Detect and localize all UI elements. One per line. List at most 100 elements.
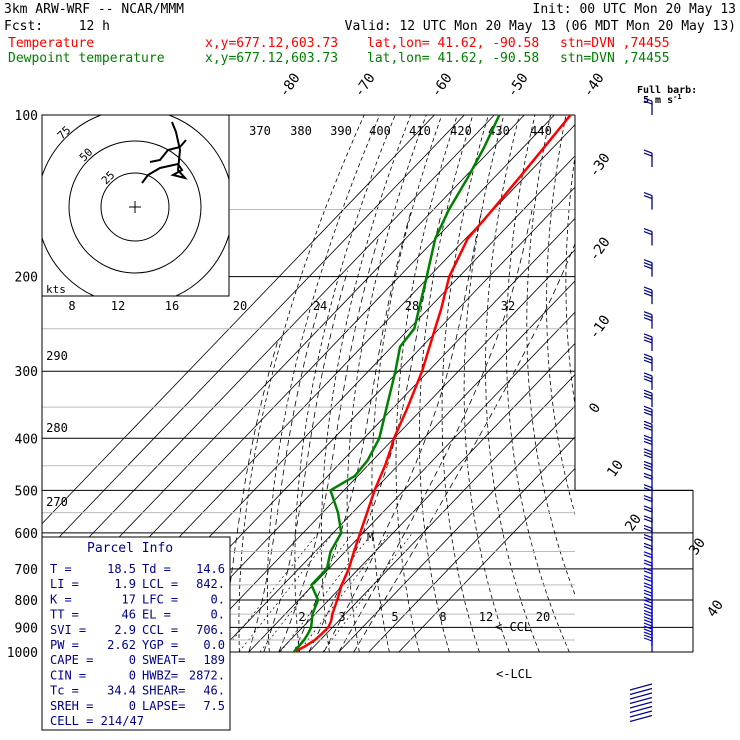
- wind-barb-cluster: [629, 692, 653, 700]
- parcel-info-value: 17: [122, 592, 136, 606]
- pressure-label: 800: [15, 594, 38, 609]
- dry-adiabat-line: [621, 115, 740, 652]
- mixing-ratio-label: 20: [233, 299, 247, 313]
- forecast-label: Fcst:: [4, 19, 43, 34]
- parcel-info-value: 189: [203, 653, 225, 667]
- dewpoint-legend-station: stn=DVN ,74455: [560, 51, 670, 66]
- parcel-info-title: Parcel Info: [87, 541, 173, 556]
- hodograph-trace: [141, 121, 188, 184]
- parcel-info-value: 2.62: [107, 638, 136, 652]
- wind-barb: [643, 420, 653, 439]
- isotherm-label: 0: [586, 400, 604, 416]
- parcel-info-row: Tc = 34.4 SHEAR= 46.: [50, 684, 225, 698]
- isotherm-line: [42, 115, 435, 525]
- wind-barb: [643, 434, 653, 453]
- level-markers: <-CCL <-LCL M: [367, 531, 532, 681]
- parcel-info-key: SVI =: [50, 623, 86, 637]
- moist-adiabat-line: [308, 209, 443, 653]
- isotherm-label: -70: [351, 70, 379, 100]
- dry-adiabat-line: [485, 115, 540, 653]
- parcel-info-row: CIN = 0 HWBZ= 2872.: [50, 668, 225, 682]
- mixing-ratio-label: 2: [298, 610, 305, 624]
- parcel-info-key: TT =: [50, 608, 79, 622]
- parcel-info-key: HWBZ=: [142, 668, 178, 682]
- hodograph-ring: [68, 140, 202, 274]
- wind-barb: [643, 353, 653, 372]
- parcel-info-key: SHEAR=: [142, 684, 185, 698]
- parcel-info-value: 842.: [196, 577, 225, 591]
- sounding-profiles: [292, 114, 572, 654]
- parcel-info-key: CAPE =: [50, 653, 93, 667]
- isotherm-label: -10: [586, 312, 614, 342]
- parcel-info-box: Parcel Info T = 18.5 Td = 14.6 LI = 1.9 LCL = 8…: [41, 536, 231, 731]
- parcel-info-row: TT = 46 EL = 0.: [50, 608, 225, 622]
- parcel-info-row: K = 17 LFC = 0.: [50, 592, 225, 606]
- wind-barb: [643, 227, 653, 246]
- parcel-info-row: LI = 1.9 LCL = 842.: [50, 577, 225, 591]
- mixing-ratio-label: 12: [111, 299, 125, 313]
- isotherm-label: -30: [586, 150, 614, 180]
- mixing-ratio-label: 20: [536, 610, 550, 624]
- parcel-info-key: SWEAT=: [142, 653, 185, 667]
- parcel-info-value: 46: [122, 608, 136, 622]
- isotherm-label: 30: [686, 535, 709, 558]
- dry-adiabat-line: [294, 115, 396, 653]
- wind-barb-cluster: [629, 687, 653, 696]
- temperature-legend: Temperature: [8, 36, 94, 51]
- hodograph-trace-start: [149, 139, 187, 163]
- parcel-info-key: SREH =: [50, 699, 93, 713]
- dewpoint-profile: [292, 114, 501, 653]
- dry-adiabat-line: [238, 115, 365, 653]
- parcel-info-value: 0.: [211, 608, 225, 622]
- chart-header: 3km ARW-WRF -- NCAR/MMM Init: 00 UTC Mon…: [4, 2, 736, 66]
- dry-adiabat-line: [441, 115, 489, 653]
- mixing-ratio-line: [222, 532, 319, 653]
- pressure-label: 100: [15, 109, 38, 124]
- barb-key-value: 5 m s-1: [643, 93, 682, 106]
- isotherm-line: [338, 405, 575, 653]
- parcel-info-key: LFC =: [142, 592, 178, 606]
- parcel-info-row: PW = 2.62 YGP = 0.0: [50, 638, 225, 652]
- adiabat-label: 440: [530, 124, 552, 138]
- moist-adiabat-line: [263, 270, 348, 653]
- parcel-info-value: 46.: [203, 684, 225, 698]
- parcel-info-value: 0: [129, 653, 136, 667]
- isotherm-line: [42, 115, 465, 556]
- dry-adiabat-line: [639, 115, 740, 652]
- parcel-info-key: Tc =: [50, 684, 79, 698]
- adiabat-label: 390: [330, 124, 352, 138]
- mixing-ratio-label: 32: [501, 299, 515, 313]
- parcel-info-key: LAPSE=: [142, 699, 185, 713]
- parcel-info-key: YGP =: [142, 638, 178, 652]
- wind-barbs: [629, 97, 653, 723]
- mixing-ratio-label: 5: [391, 610, 398, 624]
- parcel-info-value: 34.4: [107, 684, 136, 698]
- temperature-legend-latlon: lat,lon= 41.62, -90.58: [367, 36, 539, 51]
- isotherm-label: 10: [604, 457, 627, 480]
- isotherm-line: [278, 342, 575, 653]
- pressure-label: 200: [15, 271, 38, 286]
- parcel-info-row: SVI = 2.9 CCL = 706.: [50, 623, 225, 637]
- pressure-label: 1000: [7, 646, 38, 661]
- pressure-axis-labels: 100 200 300 400 500 600 700 800 900 1000: [7, 109, 38, 661]
- pressure-label: 400: [15, 432, 38, 447]
- isotherm-labels: -80 -70 -60 -50 -40 -30 -20 -10 0 10 20 30 40: [276, 70, 727, 620]
- parcel-info-key: T =: [50, 562, 72, 576]
- hodograph-units: kts: [46, 283, 66, 296]
- pressure-label: 700: [15, 563, 38, 578]
- wind-barb: [643, 405, 653, 424]
- forecast-hour: 12 h: [79, 19, 110, 34]
- parcel-info-row: CAPE = 0 SWEAT= 189: [50, 653, 225, 667]
- lcl-marker: <-LCL: [496, 667, 532, 681]
- parcel-info-value: 1.9: [114, 577, 136, 591]
- isotherm-label: -20: [586, 234, 614, 264]
- valid-time: Valid: 12 UTC Mon 20 May 13 (06 MDT Mon …: [345, 19, 736, 34]
- init-time: Init: 00 UTC Mon 20 May 13: [533, 2, 737, 17]
- moist-adiabat-line: [278, 238, 379, 653]
- parcel-info-key: K =: [50, 592, 72, 606]
- wind-barb: [643, 97, 653, 115]
- moist-adiabat-line: [338, 209, 533, 653]
- adiabat-label: 410: [409, 124, 431, 138]
- wind-barb: [643, 259, 653, 277]
